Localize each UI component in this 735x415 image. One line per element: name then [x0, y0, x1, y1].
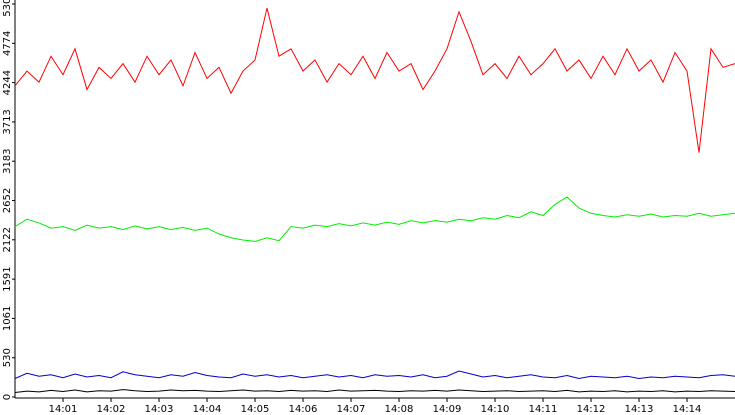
y-tick-label: 4244 — [2, 70, 13, 95]
y-tick-label: 4774 — [2, 31, 13, 56]
x-tick-label: 14:05 — [241, 404, 270, 415]
x-tick-label: 14:07 — [337, 404, 366, 415]
x-tick-label: 14:01 — [49, 404, 78, 415]
x-tick-label: 14:14 — [673, 404, 702, 415]
x-tick-label: 14:09 — [433, 404, 462, 415]
series-line — [14, 370, 735, 379]
y-tick-label: 1061 — [2, 306, 13, 331]
y-tick-label: 530 — [2, 348, 13, 367]
series-line — [14, 389, 735, 394]
y-tick-label: 3713 — [2, 109, 13, 134]
y-tick-label: 2122 — [2, 227, 13, 252]
x-tick-label: 14:13 — [625, 404, 654, 415]
y-tick-label: 3183 — [2, 148, 13, 173]
x-tick-label: 14:06 — [289, 404, 318, 415]
y-tick-label: 1591 — [2, 266, 13, 291]
x-tick-label: 14:10 — [481, 404, 510, 415]
x-tick-label: 14:02 — [97, 404, 126, 415]
series-line — [14, 196, 735, 242]
y-tick-label: 2652 — [2, 188, 13, 213]
x-tick-label: 14:04 — [193, 404, 222, 415]
x-tick-label: 14:08 — [385, 404, 414, 415]
y-tick-label: 5305 — [2, 0, 13, 17]
x-tick-label: 14:03 — [145, 404, 174, 415]
x-tick-label: 14:12 — [577, 404, 606, 415]
y-tick-label: 0 — [2, 394, 13, 400]
x-tick-label: 14:11 — [529, 404, 558, 415]
series-line — [14, 7, 735, 153]
